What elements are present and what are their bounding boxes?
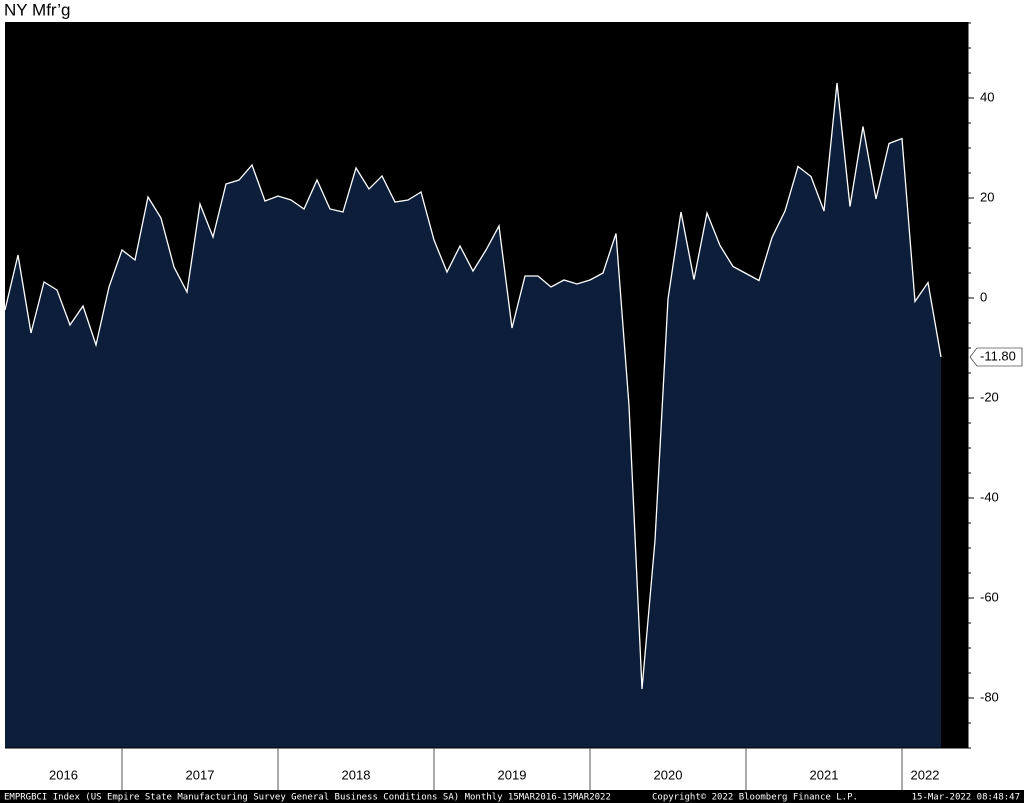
copyright: Copyright© 2022 Bloomberg Finance L.P. bbox=[652, 793, 858, 803]
y-tick-label: 0 bbox=[980, 289, 987, 304]
timestamp: 15-Mar-2022 08:48:47 bbox=[912, 793, 1020, 803]
y-tick-label: -40 bbox=[980, 489, 999, 504]
area-fill bbox=[5, 83, 941, 748]
x-tick-label: 2016 bbox=[49, 767, 78, 782]
y-tick-label: -20 bbox=[980, 389, 999, 404]
chart-title: NY Mfr’g bbox=[4, 0, 70, 19]
x-tick-label: 2020 bbox=[654, 767, 683, 782]
line bbox=[4, 82, 942, 690]
source-note: EMPRGBCI Index (US Empire State Manufact… bbox=[4, 793, 611, 803]
x-tick-label: 2019 bbox=[498, 767, 527, 782]
footer-band bbox=[0, 790, 1024, 803]
y-tick-label: 40 bbox=[980, 89, 994, 104]
x-tick-label: 2018 bbox=[342, 767, 371, 782]
x-tick-label: 2021 bbox=[810, 767, 839, 782]
x-tick-label: 2022 bbox=[911, 767, 940, 782]
y-tick-label: 20 bbox=[980, 189, 994, 204]
value-label-box bbox=[969, 347, 1023, 367]
y-tick-label: -80 bbox=[980, 689, 999, 704]
y-tick-label: -60 bbox=[980, 589, 999, 604]
x-tick-label: 2017 bbox=[186, 767, 215, 782]
value-label: -11.80 bbox=[980, 348, 1016, 363]
